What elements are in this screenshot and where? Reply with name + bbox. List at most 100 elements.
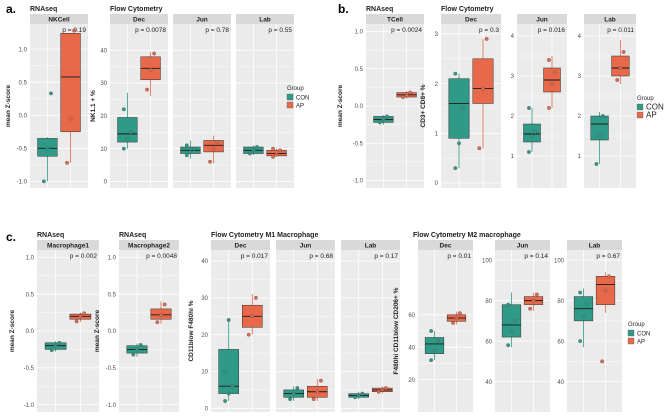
facet-title: Jun: [536, 17, 548, 24]
data-point: [506, 343, 511, 348]
box-con: [37, 91, 58, 184]
data-point: [527, 150, 531, 154]
facet-strip: [119, 240, 179, 250]
y-tick-label: -0.5: [17, 147, 28, 153]
p-value: p = 0.67: [596, 253, 620, 260]
y-tick-label: 40: [201, 259, 208, 265]
data-point: [226, 391, 231, 396]
data-point: [381, 117, 386, 122]
panel-group: Flow Cytometry NK1.1 + % Dec 0 10 20 30 40 p = 0…: [90, 6, 294, 188]
y-tick-label: 0: [104, 180, 108, 186]
y-tick-label: 1: [511, 154, 515, 160]
box-ap: [60, 28, 81, 165]
panel-background: [110, 24, 168, 188]
legend-label: AP: [646, 110, 657, 119]
panel-background: [341, 250, 400, 412]
data-point: [49, 348, 54, 353]
legend-item-con: CON: [286, 93, 309, 101]
data-point: [597, 134, 602, 138]
data-point: [251, 148, 256, 153]
data-point: [315, 389, 320, 394]
y-axis-label: mean Z-score: [9, 309, 16, 352]
box-con: [373, 114, 394, 125]
y-axis-label: F480hi CD11blow CD206+ %: [393, 287, 400, 374]
y-tick-label: 0: [435, 181, 439, 187]
data-point: [404, 93, 409, 98]
facet-strip: [173, 14, 231, 24]
data-point: [152, 51, 157, 56]
box-body: [590, 115, 609, 141]
box-con: [590, 112, 609, 166]
panel-group: RNAseq mean Z-score NKCell -1.0 -0.5 0.0 0.5 1.…: [5, 6, 88, 188]
data-point: [603, 288, 608, 293]
data-point: [291, 391, 296, 396]
facet-dec: Dec 0 1 2 3 p = 0.3: [435, 14, 501, 188]
facet-title: NKCell: [48, 17, 70, 24]
facet-macrophage2: Macrophage2 -1.0 -0.5 0.0 0.5 1.0 p = 0.0048: [106, 240, 179, 412]
facet-strip: [584, 14, 636, 24]
facet-strip: [110, 14, 168, 24]
legend-title: Group: [637, 96, 654, 102]
box-ap: [307, 378, 328, 402]
group-title: RNAseq: [366, 6, 393, 13]
figure-label: b.: [338, 2, 349, 16]
data-point: [453, 71, 458, 76]
y-tick-label: 0.5: [108, 292, 117, 298]
facet-macrophage1: Macrophage1 -1.0 -0.5 0.0 0.5 1.0 p = 0.002: [24, 240, 99, 412]
panel-background: [584, 24, 636, 188]
legend-swatch: [286, 93, 294, 101]
y-tick-label: 2: [511, 114, 515, 120]
data-point: [453, 166, 458, 171]
legend-item-con: CON: [636, 102, 664, 111]
y-tick-label: 100: [554, 258, 565, 264]
data-point: [600, 114, 605, 118]
data-point: [435, 338, 440, 343]
data-point: [356, 393, 361, 398]
data-point: [594, 162, 599, 166]
data-point: [481, 86, 485, 91]
data-point: [192, 146, 196, 151]
data-point: [82, 311, 87, 316]
facet-strip: [276, 240, 335, 250]
data-point: [125, 136, 130, 141]
y-tick-label: 0.5: [355, 67, 364, 73]
panel-group: Jun 40 60 80 100 p = 0.14: [482, 240, 550, 412]
legend-swatch: [627, 337, 635, 345]
panel-group: Lab 1 2 3 4 p = 0.011: [578, 14, 636, 188]
facet-title: Lab: [365, 243, 377, 250]
facet-lab: Lab 40 60 80 100 p = 0.67: [554, 240, 622, 412]
y-tick-label: 1: [578, 154, 582, 160]
facet-title: Macrophage2: [128, 243, 170, 250]
box-con: [218, 318, 239, 403]
p-value: p = 0.0078: [135, 27, 166, 34]
p-value: p = 0.016: [538, 27, 566, 34]
y-tick-label: 4: [511, 34, 515, 40]
data-point: [451, 320, 456, 325]
legend-label: AP: [637, 339, 645, 345]
y-tick-label: 10: [201, 370, 208, 376]
facet-title: Macrophage1: [47, 243, 89, 250]
facet-strip: [567, 240, 622, 250]
p-value: p = 0.011: [607, 27, 634, 34]
box-ap: [203, 135, 224, 164]
y-tick-label: 0.0: [355, 104, 364, 110]
data-point: [121, 107, 126, 112]
data-point: [215, 140, 220, 144]
panel-group: Flow Cytometry CD3+ CD8+ % Dec 0 1 2 3 p = 0.3: [420, 6, 501, 188]
group-title: Flow Cytometry M2 macrophage: [413, 232, 521, 239]
facet-title: Dec: [465, 17, 477, 24]
p-value: p = 0.55: [268, 27, 292, 34]
facet-dec: Dec 0 10 20 30 40 p = 0.017: [201, 240, 270, 413]
p-value: p = 0.3: [479, 27, 499, 34]
data-point: [184, 153, 189, 158]
box-con: [523, 106, 541, 154]
box-con: [126, 343, 148, 357]
data-point: [531, 298, 536, 303]
data-point: [319, 378, 323, 383]
y-tick-label: 60: [557, 339, 564, 345]
data-point: [135, 347, 139, 352]
facet-strip: [517, 14, 567, 24]
data-point: [295, 386, 300, 390]
